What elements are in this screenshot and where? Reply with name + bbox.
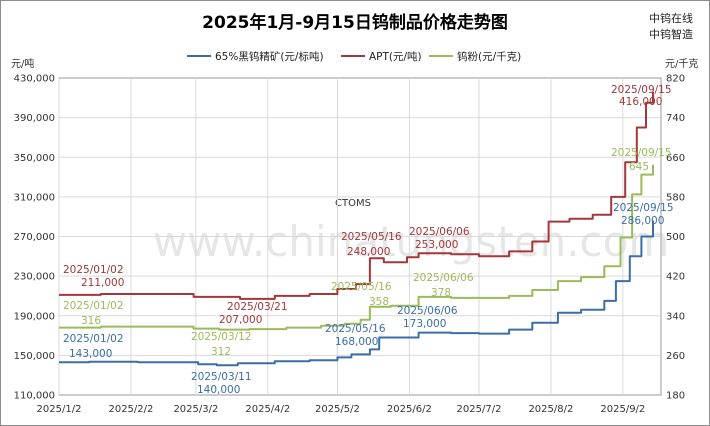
annotation-date: 2025/03/11 [191, 371, 252, 383]
annotation-date: 2025/01/02 [63, 333, 124, 345]
annotation-date: 2025/06/06 [413, 272, 474, 284]
series-line-2 [59, 164, 654, 331]
y-tick-label-right: 580 [666, 192, 685, 203]
annotation-date: 2025/05/16 [325, 323, 386, 335]
annotation-date: 2025/01/02 [63, 300, 124, 312]
x-tick-label: 2025/5/2 [315, 404, 360, 415]
y-tick-label-right: 340 [666, 311, 685, 322]
y-tick-label-right: 180 [666, 391, 685, 402]
annotation-value: 645 [629, 161, 649, 173]
annotation-date: 2025/05/16 [341, 231, 402, 243]
left-axis-unit: 元/吨 [11, 57, 34, 70]
y-tick-label-right: 820 [666, 74, 685, 85]
y-tick-label-left: 350,000 [14, 153, 55, 164]
y-tick-label-left: 190,000 [14, 311, 55, 322]
annotation-value: 312 [211, 346, 231, 358]
y-tick-label-left: 150,000 [14, 351, 55, 362]
right-axis-unit: 元/千克 [665, 58, 698, 70]
annotation-date: 2025/03/12 [191, 331, 252, 343]
x-tick-label: 2025/7/2 [457, 404, 502, 415]
watermark-text: www.chinatungsten.com [153, 217, 670, 266]
x-tick-label: 2025/3/2 [173, 404, 218, 415]
y-tick-label-left: 270,000 [14, 232, 55, 243]
x-tick-label: 2025/4/2 [245, 404, 290, 415]
annotation-date: 2025/05/16 [331, 281, 392, 293]
annotation-value: 173,000 [403, 318, 446, 330]
y-tick-label-right: 660 [666, 153, 685, 164]
series-line-0 [59, 220, 654, 367]
annotation-date: 2025/09/15 [611, 147, 672, 159]
annotation-date: 2025/01/02 [63, 264, 124, 276]
annotation-date: 2025/03/21 [227, 301, 288, 313]
annotation-value: 211,000 [81, 277, 124, 289]
legend-label: 钨粉(元/千克) [457, 50, 521, 63]
brand-line-1: 中钨在线 [649, 11, 693, 25]
annotation-value: 378 [431, 287, 451, 299]
annotation-value: 416,000 [619, 96, 662, 108]
annotation-value: 248,000 [347, 246, 390, 258]
y-tick-label-left: 430,000 [14, 74, 55, 85]
annotation-value: 286,000 [621, 215, 664, 227]
annotation-value: 253,000 [415, 239, 458, 251]
y-tick-label-right: 500 [666, 232, 685, 243]
y-tick-label-left: 390,000 [14, 113, 55, 124]
annotation-value: 140,000 [197, 384, 240, 396]
brand-line-2: 中钨智造 [649, 27, 693, 41]
annotation-date: 2025/09/15 [613, 202, 674, 214]
series-line-1 [59, 91, 654, 300]
x-tick-label: 2025/9/2 [600, 404, 645, 415]
annotation-date: 2025/09/15 [611, 84, 672, 96]
annotation-date: 2025/06/06 [409, 226, 470, 238]
annotation-value: 207,000 [219, 314, 262, 326]
legend-label: APT(元/吨) [369, 50, 422, 63]
y-tick-label-left: 230,000 [14, 272, 55, 283]
chart-title: 2025年1月-9月15日钨制品价格走势图 [202, 12, 508, 33]
legend-label: 65%黑钨精矿(元/标吨) [215, 50, 324, 63]
x-tick-label: 2025/6/2 [387, 404, 432, 415]
y-tick-label-left: 310,000 [14, 192, 55, 203]
annotation-date: 2025/06/06 [397, 305, 458, 317]
x-tick-label: 2025/2/2 [108, 404, 153, 415]
annotation-value: 358 [369, 296, 389, 308]
annotation-value: 168,000 [335, 336, 378, 348]
watermark-logo: CTOMS [335, 198, 371, 209]
y-tick-label-right: 420 [666, 272, 685, 283]
y-tick-label-right: 260 [666, 351, 685, 362]
x-tick-label: 2025/1/2 [37, 404, 82, 415]
y-tick-label-left: 110,000 [14, 391, 55, 402]
annotation-value: 316 [81, 315, 101, 327]
x-tick-label: 2025/8/2 [528, 404, 573, 415]
y-tick-label-right: 740 [666, 113, 685, 124]
annotation-value: 143,000 [69, 348, 112, 360]
